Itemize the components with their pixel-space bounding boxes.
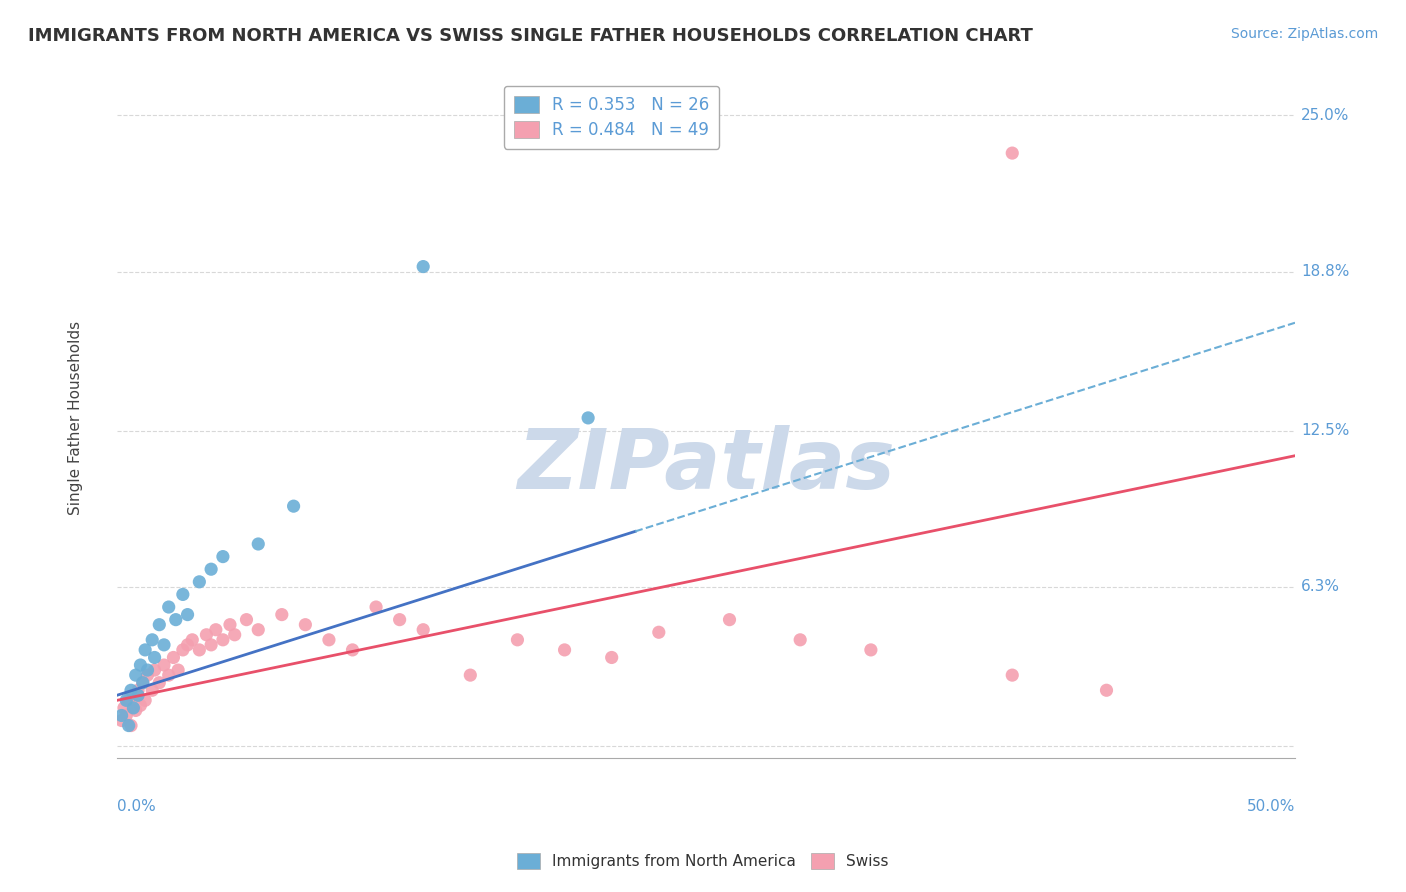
Point (1001, 668, 1024, 682)
Point (118, 718, 141, 732)
Point (162, 650, 184, 665)
Point (195, 628, 218, 642)
Point (125, 703, 148, 717)
Point (318, 632, 340, 647)
Point (270, 607, 292, 622)
Point (115, 693, 138, 707)
Point (172, 587, 194, 601)
Point (120, 683, 142, 698)
Point (148, 675, 170, 690)
Point (118, 693, 141, 707)
Text: 18.8%: 18.8% (1301, 264, 1350, 279)
Point (132, 675, 155, 690)
Point (205, 623, 228, 637)
Point (235, 613, 257, 627)
Point (412, 260, 434, 274)
Point (1001, 146, 1024, 161)
Point (859, 643, 882, 657)
Point (125, 668, 148, 682)
Point (212, 549, 235, 564)
Point (188, 643, 211, 657)
Point (412, 623, 434, 637)
Point (143, 663, 166, 677)
Point (120, 718, 142, 732)
Point (143, 650, 166, 665)
Point (506, 632, 529, 647)
Point (247, 537, 270, 551)
Point (165, 613, 187, 627)
Point (212, 632, 235, 647)
Legend: R = 0.353   N = 26, R = 0.484   N = 49: R = 0.353 N = 26, R = 0.484 N = 49 (503, 86, 720, 149)
Point (136, 663, 159, 677)
Point (134, 693, 156, 707)
Point (172, 643, 194, 657)
Point (718, 613, 741, 627)
Point (136, 668, 159, 682)
Text: ZIPatlas: ZIPatlas (517, 425, 894, 506)
Point (112, 701, 135, 715)
Point (153, 658, 176, 673)
Point (200, 562, 222, 576)
Point (188, 574, 211, 589)
Point (364, 600, 387, 615)
Point (110, 708, 132, 723)
Text: Source: ZipAtlas.com: Source: ZipAtlas.com (1230, 27, 1378, 41)
Point (342, 643, 364, 657)
Point (283, 499, 305, 513)
Point (148, 617, 170, 632)
Point (153, 638, 176, 652)
Point (789, 632, 811, 647)
Text: IMMIGRANTS FROM NORTH AMERICA VS SWISS SINGLE FATHER HOUSEHOLDS CORRELATION CHAR: IMMIGRANTS FROM NORTH AMERICA VS SWISS S… (28, 27, 1033, 45)
Text: 25.0%: 25.0% (1301, 108, 1350, 123)
Point (122, 688, 145, 702)
Point (132, 675, 155, 690)
Point (648, 625, 671, 640)
Point (110, 714, 132, 728)
Point (141, 632, 163, 647)
Legend: Immigrants from North America, Swiss: Immigrants from North America, Swiss (510, 847, 896, 875)
Point (247, 623, 270, 637)
Point (115, 708, 138, 723)
Text: 50.0%: 50.0% (1247, 799, 1295, 814)
Point (219, 617, 242, 632)
Point (176, 607, 198, 622)
Point (1095, 683, 1118, 698)
Point (460, 668, 482, 682)
Text: Single Father Households: Single Father Households (67, 321, 83, 515)
Point (167, 663, 190, 677)
Point (129, 698, 152, 713)
Point (224, 628, 246, 642)
Point (129, 658, 152, 673)
Point (200, 638, 222, 652)
Point (141, 683, 163, 698)
Point (576, 410, 599, 425)
Text: 6.3%: 6.3% (1301, 580, 1340, 594)
Point (554, 643, 576, 657)
Point (157, 668, 180, 682)
Point (127, 683, 149, 698)
Point (294, 617, 316, 632)
Point (388, 613, 411, 627)
Point (181, 632, 204, 647)
Text: 0.0%: 0.0% (117, 799, 156, 814)
Point (127, 688, 149, 702)
Point (157, 600, 180, 615)
Point (600, 650, 623, 665)
Point (122, 701, 145, 715)
Point (176, 638, 198, 652)
Point (134, 643, 156, 657)
Text: 12.5%: 12.5% (1301, 423, 1350, 438)
